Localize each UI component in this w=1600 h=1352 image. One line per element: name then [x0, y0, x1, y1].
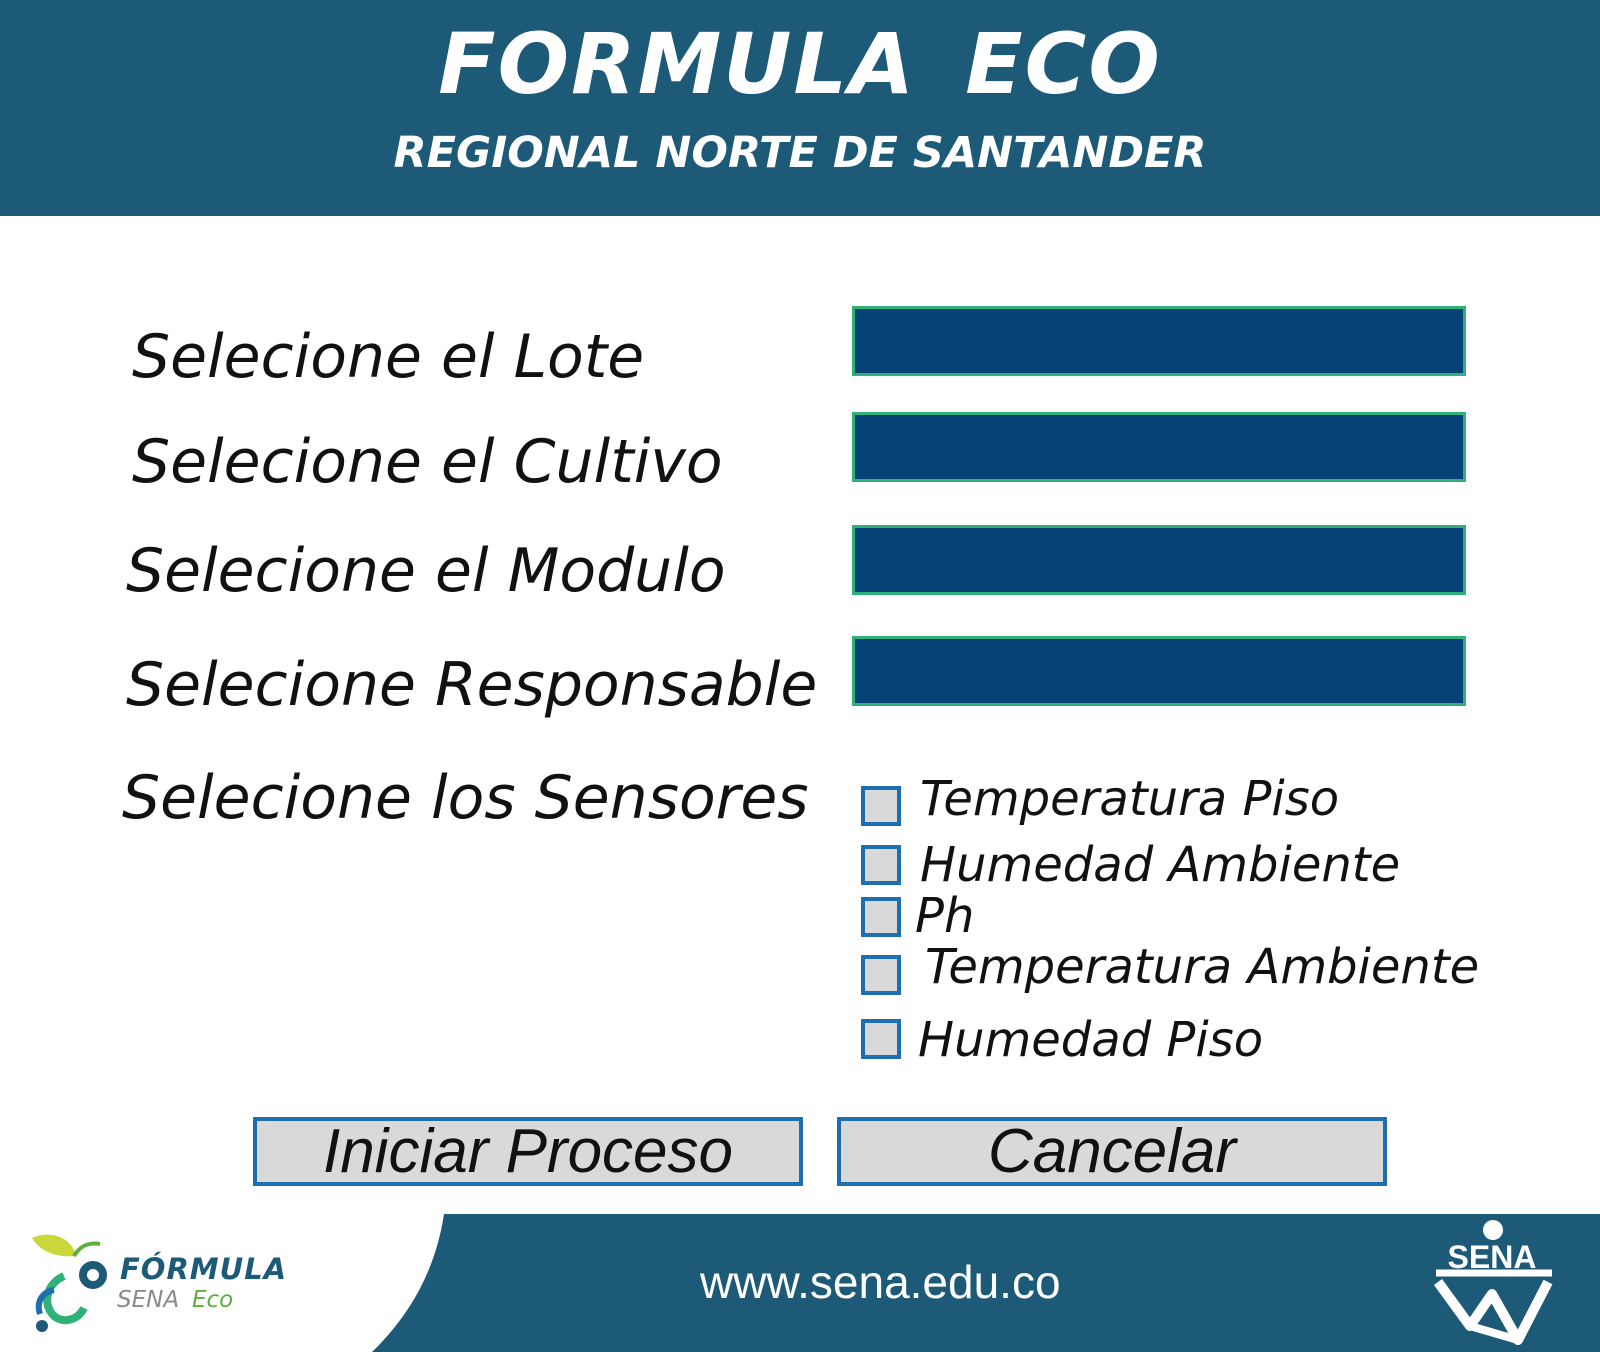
modulo-select[interactable] — [852, 525, 1466, 595]
website-link[interactable]: www.sena.edu.co — [700, 1256, 1061, 1308]
formula-eco-logo-icon — [32, 1234, 107, 1332]
sensor-label-humedad-piso: Humedad Piso — [918, 1012, 1264, 1068]
sensor-checkbox-temperatura-piso[interactable] — [861, 786, 901, 826]
sensor-label-ph: Ph — [915, 888, 975, 944]
cultivo-label: Selecione el Cultivo — [132, 427, 723, 497]
sensor-checkbox-humedad-ambiente[interactable] — [861, 845, 901, 885]
modulo-label: Selecione el Modulo — [126, 536, 726, 606]
sensor-label-temperatura-piso: Temperatura Piso — [920, 771, 1340, 827]
cancel-button[interactable]: Cancelar — [837, 1117, 1387, 1186]
responsable-label: Selecione Responsable — [126, 650, 818, 720]
sensores-label: Selecione los Sensores — [122, 763, 809, 833]
sensor-checkbox-ph[interactable] — [861, 897, 901, 937]
logo-text-eco: Eco — [192, 1287, 234, 1313]
sensor-label-temperatura-ambiente: Temperatura Ambiente — [925, 939, 1480, 995]
footer: FÓRMULA SENA Eco www.sena.edu.co SENA — [0, 1214, 1600, 1352]
app-title: FORMULA ECO — [438, 15, 1162, 113]
lote-select[interactable] — [852, 306, 1466, 376]
logo-text-formula: FÓRMULA — [120, 1252, 288, 1286]
app-subtitle: REGIONAL NORTE DE SANTANDER — [393, 128, 1207, 178]
logo-text-sena: SENA — [117, 1287, 180, 1313]
start-process-button[interactable]: Iniciar Proceso — [253, 1117, 803, 1186]
sensor-label-humedad-ambiente: Humedad Ambiente — [920, 837, 1401, 893]
sensor-checkbox-temperatura-ambiente[interactable] — [861, 955, 901, 995]
header-banner: FORMULA ECO REGIONAL NORTE DE SANTANDER — [0, 0, 1600, 216]
footer-band — [372, 1214, 1600, 1352]
sena-logo-icon: SENA — [1433, 1220, 1553, 1345]
sena-logo-text: SENA — [1448, 1239, 1537, 1275]
lote-label: Selecione el Lote — [132, 322, 645, 392]
cultivo-select[interactable] — [852, 412, 1466, 482]
sensor-checkbox-humedad-piso[interactable] — [861, 1019, 901, 1059]
responsable-select[interactable] — [852, 636, 1466, 706]
